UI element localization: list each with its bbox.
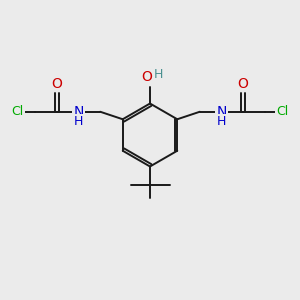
Text: H: H: [154, 68, 163, 81]
Text: H: H: [217, 115, 226, 128]
Text: O: O: [141, 70, 152, 84]
Text: N: N: [74, 105, 84, 119]
Text: Cl: Cl: [277, 105, 289, 118]
Text: O: O: [238, 77, 248, 91]
Text: O: O: [52, 77, 62, 91]
Text: N: N: [216, 105, 226, 119]
Text: Cl: Cl: [11, 105, 23, 118]
Text: H: H: [74, 115, 83, 128]
